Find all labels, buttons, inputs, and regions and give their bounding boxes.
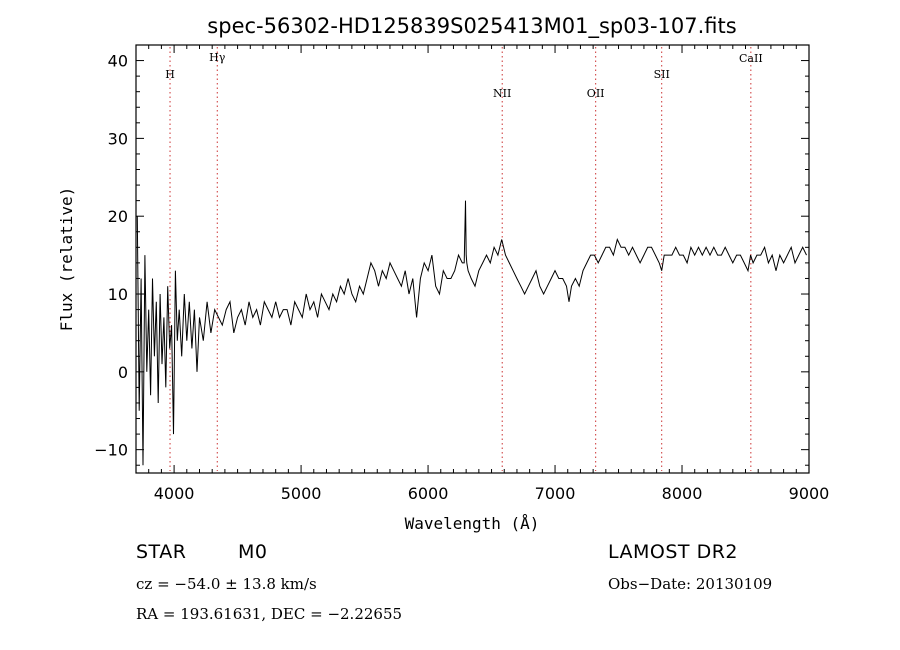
x-tick-label: 8000 [662, 484, 703, 503]
line-label-hγ: Hγ [209, 51, 226, 64]
line-label-nii: NII [493, 87, 511, 100]
y-tick-label: 30 [108, 129, 128, 148]
y-tick-label: 20 [108, 207, 128, 226]
y-axis-label: Flux (relative) [57, 187, 76, 332]
line-label-sii: SII [654, 68, 670, 81]
spectral-line-markers: H Hγ NII OII SII CaII [165, 47, 763, 471]
line-label-h: H [165, 68, 175, 81]
obs-date: Obs−Date: 20130109 [608, 575, 773, 593]
x-tick-label: 7000 [535, 484, 576, 503]
y-tick-label: 0 [118, 363, 128, 382]
spectrum-line [136, 200, 807, 466]
coordinates: RA = 193.61631, DEC = −2.22655 [136, 605, 403, 623]
x-tick-label: 6000 [408, 484, 449, 503]
line-label-caii: CaII [739, 52, 763, 65]
object-type: STAR [136, 541, 187, 563]
axis-ticks [135, 44, 810, 473]
x-tick-label: 5000 [281, 484, 322, 503]
tick-labels: 4000 5000 6000 7000 8000 9000 −10 0 10 20 30 40 [94, 52, 829, 503]
x-tick-label: 4000 [154, 484, 195, 503]
line-label-oii: OII [587, 87, 605, 100]
plot-frame [135, 44, 810, 474]
y-tick-label: 10 [108, 285, 128, 304]
redshift-text: cz = −54.0 ± 13.8 km/s [136, 575, 317, 593]
x-tick-label: 9000 [789, 484, 830, 503]
y-tick-label: 40 [108, 52, 128, 71]
x-axis-label: Wavelength (Å) [405, 514, 540, 533]
survey-name: LAMOST DR2 [608, 541, 738, 563]
y-tick-label: −10 [94, 441, 128, 460]
subclass: M0 [238, 541, 268, 563]
chart-title: spec-56302-HD125839S025413M01_sp03-107.f… [207, 14, 736, 39]
